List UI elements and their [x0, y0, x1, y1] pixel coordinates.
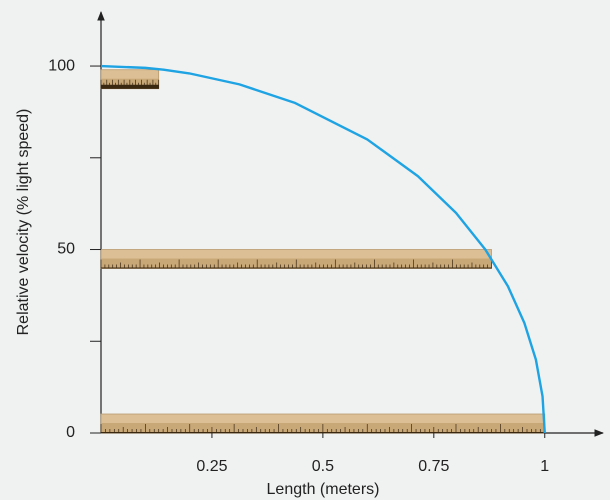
y-tick-label: 50	[57, 241, 75, 258]
y-tick-label: 0	[66, 424, 75, 441]
ruler	[100, 413, 546, 434]
x-tick-label: 1	[540, 458, 549, 475]
y-axis-label: Relative velocity (% light speed)	[15, 109, 32, 336]
curve	[100, 64, 546, 434]
x-tick-label: 0.5	[312, 458, 334, 475]
x-tick-label: 0.25	[196, 458, 227, 475]
ruler	[100, 249, 492, 269]
x-axis-label: Length (meters)	[267, 481, 380, 498]
x-tick-label: 0.75	[418, 458, 449, 475]
ruler-ticks	[100, 259, 492, 269]
y-tick-label: 100	[48, 57, 75, 74]
ruler	[100, 69, 160, 90]
ruler-ticks	[100, 79, 160, 89]
ruler-ticks	[100, 424, 546, 433]
